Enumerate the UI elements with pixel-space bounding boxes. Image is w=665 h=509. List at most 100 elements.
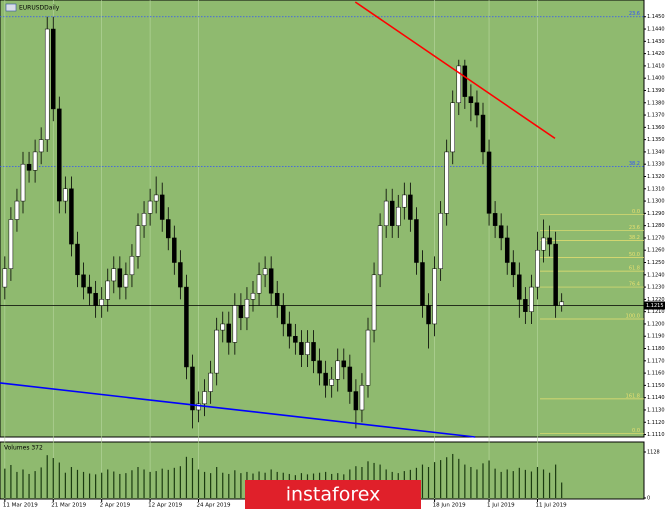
candle-body (517, 274, 522, 300)
level-label: 38.2 (629, 161, 640, 167)
candle-body (69, 188, 74, 245)
level-label: 38.2 (629, 235, 640, 241)
candle-body (511, 262, 516, 276)
candle-body (220, 323, 225, 331)
candle-body (426, 305, 431, 325)
x-tick-label: 24 Apr 2019 (197, 503, 232, 509)
candle-body (335, 360, 340, 380)
candle-body (202, 391, 207, 405)
watermark: instaforex (286, 484, 381, 506)
candle-body (389, 200, 395, 226)
candle-body (274, 292, 280, 306)
price-panel (0, 0, 645, 438)
y-tick-label: 1.1180 (647, 346, 665, 352)
candle-body (75, 243, 80, 276)
candle-body (238, 305, 244, 319)
candle-body (105, 280, 110, 300)
candle-body (371, 274, 377, 331)
candle-body (329, 378, 334, 386)
x-tick-label: 11 Jul 2019 (535, 503, 567, 509)
candle-body (38, 139, 44, 153)
y-tick-label: 1.1200 (647, 321, 665, 327)
candle-body (2, 268, 8, 288)
candle-body (87, 286, 92, 294)
candle-body (299, 342, 304, 355)
candle-body (166, 219, 171, 239)
candle-body (492, 213, 498, 226)
level-label: 0.0 (632, 209, 640, 215)
candle-body (123, 274, 129, 288)
level-label: 161.8 (626, 393, 640, 399)
y-tick-label: 1.1360 (647, 125, 665, 131)
y-tick-label: 1.1140 (647, 395, 665, 401)
level-label: 23.6 (629, 11, 640, 17)
candle-body (541, 237, 546, 251)
y-tick-label: 1.1190 (647, 334, 665, 340)
x-tick-label: 18 Jun 2019 (433, 503, 467, 509)
candle-body (184, 286, 189, 368)
level-label: 76.4 (629, 282, 640, 288)
x-tick-label: 21 Mar 2019 (51, 503, 86, 509)
y-tick-label: 1.1340 (647, 149, 665, 155)
y-tick-label: 1.1430 (647, 39, 665, 45)
candle-body (444, 151, 449, 214)
candle-body (287, 323, 292, 337)
level-label: 23.6 (629, 225, 640, 231)
watermark-box (245, 480, 421, 509)
candle-body (20, 163, 26, 202)
y-tick-label: 1.1350 (647, 137, 665, 143)
candle-body (383, 200, 389, 226)
level-label: 50.0 (629, 252, 640, 258)
candle-body (250, 292, 256, 300)
candle-body (498, 225, 504, 239)
current-price-label: 1.1215 (646, 303, 664, 309)
volume-title: Volumes 372 (4, 445, 43, 452)
chart-title: EURUSDDaily (19, 5, 60, 12)
y-tick-label: 1.1110 (647, 432, 665, 438)
candle-body (341, 360, 347, 368)
candle-body (432, 268, 437, 325)
candle-body (408, 194, 413, 220)
candle-body (480, 114, 486, 153)
candle-body (523, 299, 528, 312)
y-tick-label: 1.1290 (647, 211, 665, 217)
candle-body (81, 274, 86, 288)
candle-body (414, 219, 419, 263)
y-tick-label: 1.1120 (647, 420, 665, 426)
candle-body (190, 366, 195, 411)
y-tick-label: 1.1160 (647, 371, 665, 377)
y-tick-label: 1.1270 (647, 235, 665, 241)
candle-body (281, 305, 286, 325)
volume-tick-label: 0 (647, 496, 650, 502)
candle-body (468, 96, 474, 104)
trendline (0, 382, 476, 438)
candle-body (111, 268, 117, 282)
candle-body (420, 262, 425, 306)
candle-body (377, 225, 383, 276)
candle-body (159, 194, 165, 220)
candle-body (8, 219, 14, 269)
candle-body (44, 28, 50, 140)
candle-body (232, 305, 238, 343)
x-tick-label: 11 Mar 2019 (3, 503, 38, 509)
candle-body (93, 292, 98, 306)
candle-body (268, 268, 274, 294)
flag-icon (5, 3, 17, 12)
candle-body (141, 213, 147, 226)
y-tick-label: 1.1330 (647, 162, 665, 168)
candle-body (153, 194, 159, 202)
y-tick-label: 1.1280 (647, 223, 665, 229)
level-label: 61.8 (629, 266, 640, 272)
candle-body (462, 65, 468, 97)
candle-body (14, 200, 20, 220)
current-price-box (644, 301, 665, 310)
y-tick-label: 1.1170 (647, 358, 665, 364)
candle-body (450, 102, 455, 153)
candle-body (353, 391, 359, 411)
candle-body (311, 342, 316, 362)
level-label: 0.0 (632, 428, 640, 434)
candle-body (256, 274, 262, 294)
candle-body (396, 206, 401, 226)
candle-body (129, 256, 135, 276)
y-tick-label: 1.1420 (647, 51, 665, 57)
